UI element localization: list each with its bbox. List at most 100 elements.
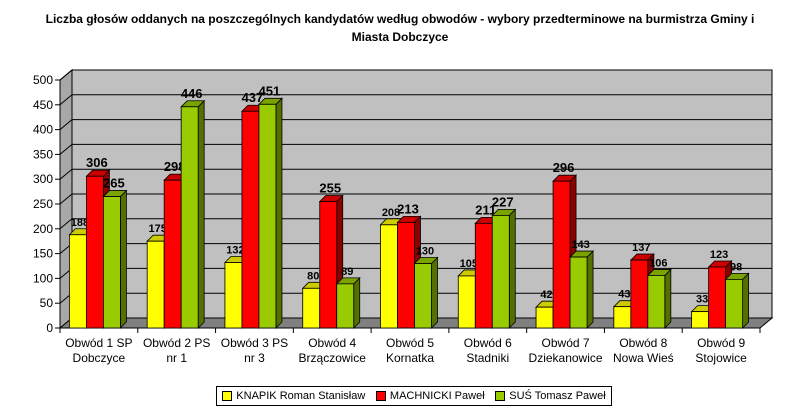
data-label: 227 — [492, 194, 514, 209]
bar — [180, 106, 199, 329]
gridline — [59, 168, 772, 180]
bar-side — [508, 208, 516, 329]
data-label: 130 — [416, 246, 434, 258]
data-label: 437 — [242, 90, 264, 105]
bar — [414, 263, 432, 329]
legend-swatch — [495, 391, 506, 401]
x-tick-label: Obwód 8 Nowa Wieś — [613, 336, 674, 365]
data-label: 208 — [382, 207, 400, 219]
bar — [491, 215, 510, 329]
legend-item: MACHNICKI Paweł — [375, 390, 485, 402]
bar — [319, 201, 338, 329]
gridline — [59, 193, 772, 205]
x-tick-label: Obwód 1 SP Dobczyce — [65, 336, 132, 365]
x-tick-label: Obwód 6 Stadniki — [464, 336, 512, 365]
gridline — [59, 218, 772, 230]
data-label: 89 — [341, 266, 353, 278]
bar — [725, 278, 744, 329]
legend-swatch — [222, 391, 233, 401]
x-tick-label: Obwód 4 Brzączowice — [299, 336, 367, 365]
data-label: 211 — [475, 202, 496, 217]
x-tick-label: Obwód 2 PS nr 1 — [143, 336, 210, 365]
legend-swatch — [375, 391, 386, 401]
y-tick-label: 400 — [33, 123, 53, 137]
data-label: 137 — [632, 242, 650, 254]
data-label: 298 — [164, 159, 186, 174]
bar-side — [664, 268, 672, 329]
data-label: 106 — [649, 257, 667, 269]
gridline — [59, 69, 772, 81]
y-tick-label: 150 — [33, 247, 53, 261]
bar — [85, 175, 104, 329]
y-tick-label: 100 — [33, 271, 53, 285]
data-label: 132 — [226, 245, 244, 257]
bar — [258, 103, 277, 329]
gridline — [59, 143, 772, 155]
bar-side — [119, 189, 127, 329]
y-tick-label: 200 — [33, 222, 53, 236]
data-label: 105 — [460, 258, 478, 270]
data-label: 33 — [696, 294, 708, 306]
y-tick-label: 0 — [46, 321, 53, 335]
bar — [474, 222, 493, 329]
bar — [146, 240, 165, 329]
x-tick-label: Obwód 5 Kornatka — [386, 336, 434, 365]
data-label: 306 — [86, 155, 108, 170]
bar — [552, 180, 571, 329]
y-tick-label: 450 — [33, 98, 53, 112]
bar — [397, 221, 415, 329]
bar-side — [197, 99, 205, 329]
bar-side — [586, 250, 594, 329]
bar — [224, 262, 243, 329]
data-label: 43 — [618, 289, 630, 301]
bar — [535, 306, 554, 329]
bar-side — [353, 276, 361, 329]
bar-side — [275, 97, 283, 329]
bar — [380, 224, 398, 329]
gridline — [59, 94, 772, 106]
data-label: 80 — [307, 270, 319, 282]
chart-title: Liczba głosów oddanych na poszczególnych… — [45, 12, 755, 44]
legend-label: SUŚ Tomasz Paweł — [509, 390, 606, 402]
data-label: 123 — [710, 249, 728, 261]
bar — [691, 311, 710, 329]
bar — [68, 234, 87, 329]
bar — [613, 306, 632, 329]
legend-label: KNAPIK Roman Stanisław — [236, 390, 366, 402]
bar — [647, 275, 666, 329]
y-tick-label: 50 — [40, 296, 54, 310]
bar — [302, 287, 321, 329]
data-label: 213 — [397, 201, 419, 216]
x-tick-label: Obwód 3 PS nr 3 — [221, 336, 288, 365]
y-tick-label: 500 — [33, 73, 53, 87]
bar-side — [742, 272, 750, 329]
data-label: 296 — [553, 160, 575, 175]
chart-legend: KNAPIK Roman Stanisław MACHNICKI Paweł SUŚ… — [216, 386, 612, 406]
bar — [241, 110, 260, 329]
data-label: 265 — [103, 176, 125, 191]
data-label: 255 — [319, 181, 341, 196]
data-label: 451 — [259, 83, 281, 98]
legend-item: SUŚ Tomasz Paweł — [495, 390, 606, 402]
bar — [630, 259, 649, 329]
data-label: 143 — [571, 239, 589, 251]
y-tick-label: 250 — [33, 197, 53, 211]
data-label: 98 — [730, 261, 742, 273]
bar — [336, 283, 355, 329]
data-label: 188 — [71, 217, 89, 229]
bar — [457, 275, 476, 329]
y-tick-label: 350 — [33, 147, 53, 161]
data-label: 175 — [148, 223, 166, 235]
data-label: 446 — [181, 86, 203, 101]
bar — [569, 256, 588, 329]
legend-item: KNAPIK Roman Stanisław — [222, 390, 365, 402]
legend-label: MACHNICKI Paweł — [389, 390, 485, 402]
x-tick-label: Obwód 9 Stojowice — [695, 336, 747, 365]
x-tick-label: Obwód 7 Dziekanowice — [529, 336, 603, 365]
bar — [102, 196, 121, 329]
bar — [708, 266, 727, 329]
bar — [163, 179, 182, 329]
bar-side — [431, 256, 438, 329]
y-tick-label: 300 — [33, 172, 53, 186]
